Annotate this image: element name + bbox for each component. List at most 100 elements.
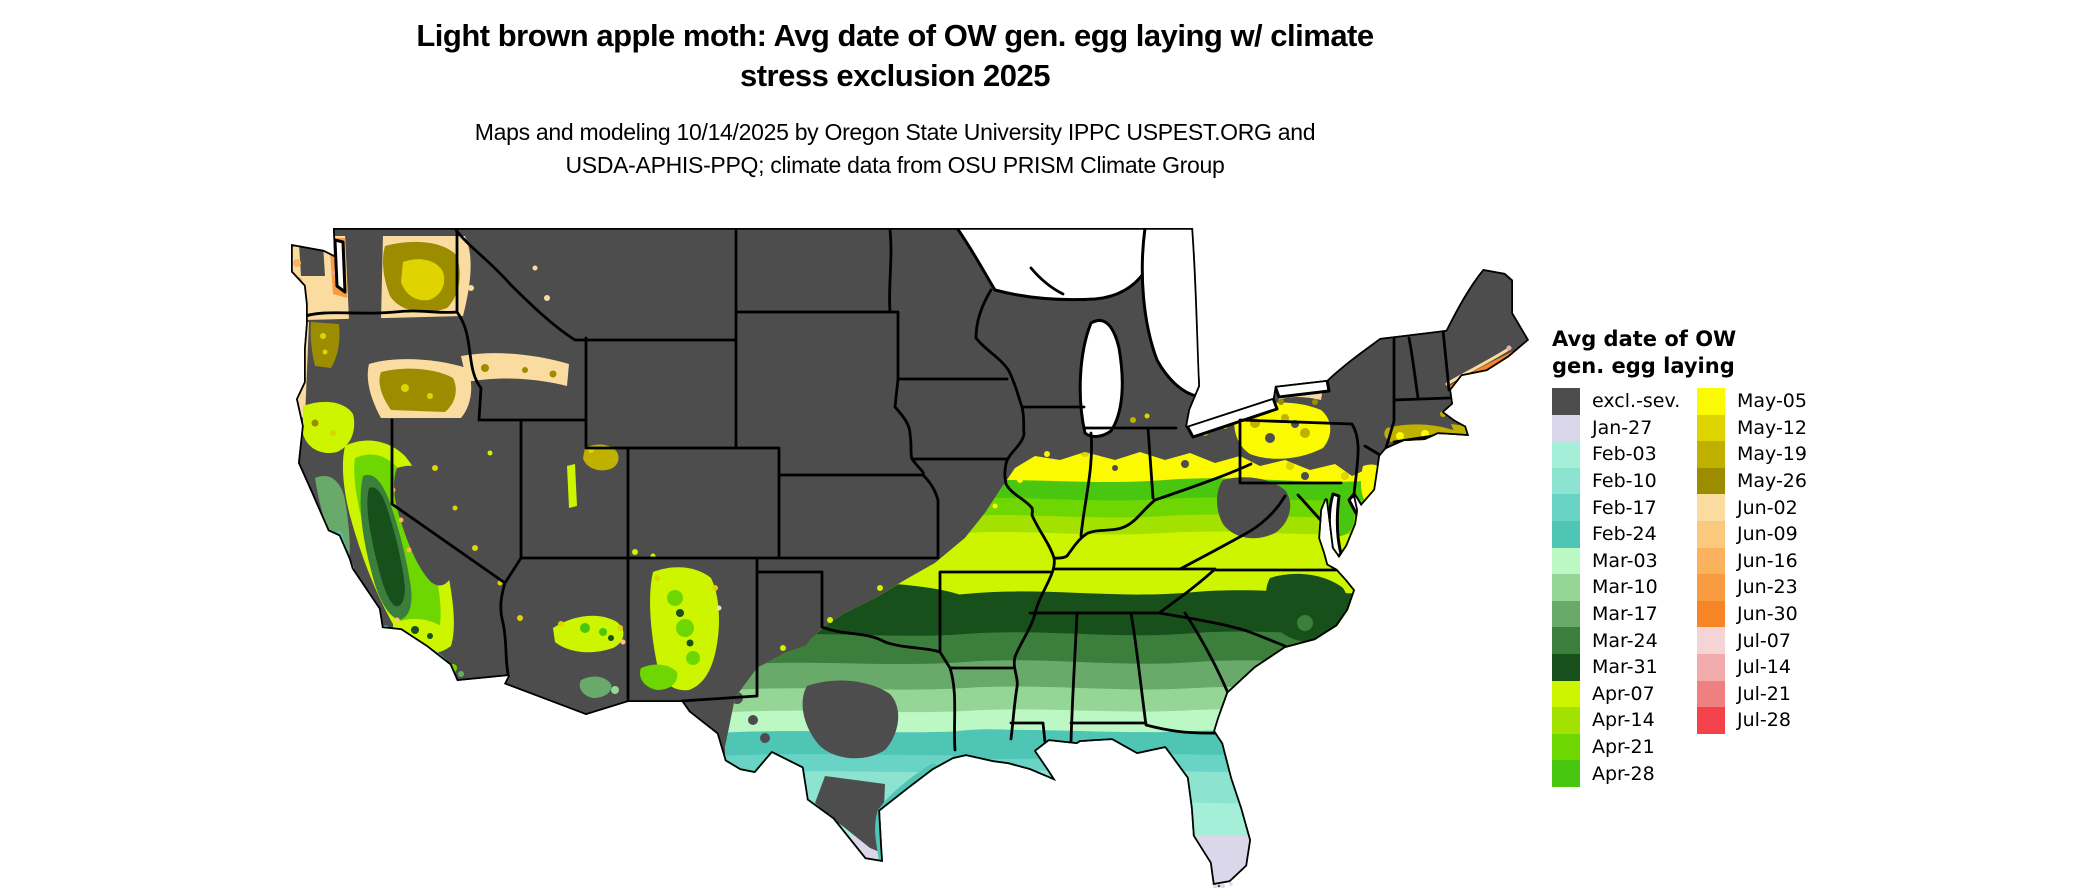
yellow-band-gray-speck	[1112, 465, 1118, 471]
legend-swatch-feb17	[1552, 494, 1580, 521]
legend-entry-may05: May-05	[1697, 388, 1807, 415]
legend-swatch-mar24	[1552, 627, 1580, 654]
yellow-band-gray-speck	[1181, 460, 1189, 468]
legend-entry-jun30: Jun-30	[1697, 600, 1807, 628]
willamette-yellow-spot	[320, 333, 326, 339]
oregon-yellow-spot	[427, 393, 433, 399]
sw-colorado-speck	[632, 549, 638, 555]
legend-entry-jul28: Jul-28	[1697, 707, 1807, 734]
legend-swatch-jun30	[1697, 600, 1725, 628]
legend-entry-mar03: Mar-03	[1552, 547, 1680, 575]
legend-entry-mar10: Mar-10	[1552, 574, 1680, 601]
ne-coast-yellow-spot	[1396, 432, 1404, 440]
socal-peach-speck	[394, 617, 400, 623]
carolina-green-spot	[1297, 615, 1313, 631]
legend-swatch-jul14	[1697, 653, 1725, 681]
legend-label-apr07: Apr-07	[1592, 682, 1655, 705]
legend-label-may26: May-26	[1737, 470, 1807, 493]
legend-label-feb17: Feb-17	[1592, 496, 1657, 519]
foothill-orange-speck	[406, 547, 412, 553]
legend-label-feb24: Feb-24	[1592, 523, 1657, 546]
legend-label-jun09: Jun-09	[1737, 523, 1798, 546]
idaho-panhandle-peach	[462, 255, 468, 261]
legend-entry-may12: May-12	[1697, 414, 1807, 442]
legend-swatch-jun09	[1697, 520, 1725, 548]
legend-label-may12: May-12	[1737, 416, 1807, 439]
central-oregon-olive	[379, 368, 456, 412]
idaho-panhandle-peach	[468, 285, 474, 291]
louisiana-coast-teal	[945, 729, 1063, 760]
boundary-chartreuse-speck	[877, 585, 883, 591]
siskiyou-olive-spot	[311, 419, 319, 427]
ny-olive-spot	[1281, 414, 1289, 422]
ny-olive-spot	[1300, 428, 1310, 438]
nevada-yellow-speck	[432, 465, 438, 471]
legend-label-mar03: Mar-03	[1592, 549, 1658, 572]
legend-label-jul07: Jul-07	[1737, 629, 1791, 652]
legend-label-jul28: Jul-28	[1737, 709, 1791, 732]
nm-yellow-fringe	[654, 575, 660, 581]
se-arizona-sage	[579, 676, 612, 698]
ny-gray-hole	[1265, 433, 1275, 443]
legend-entry-may26: May-26	[1697, 467, 1807, 495]
nm-yellow-fringe	[712, 585, 718, 591]
cape-peach-speck	[1469, 440, 1473, 444]
south-texas-gray	[815, 776, 885, 853]
legend-title-line-1: Avg date of OW	[1552, 327, 1737, 351]
nm-green-core	[676, 619, 694, 637]
nevada-chartreuse-speck	[487, 450, 493, 456]
montana-west-peach	[544, 295, 550, 301]
legend-entry-jun09: Jun-09	[1697, 520, 1807, 548]
legend-label-apr21: Apr-21	[1592, 736, 1655, 759]
willamette-yellow-spot	[322, 349, 328, 355]
lake-superior	[955, 228, 1153, 302]
legend-swatch-may26	[1697, 467, 1725, 495]
olive-fringe-spot	[1341, 472, 1349, 480]
legend-label-jun16: Jun-16	[1737, 549, 1798, 572]
legend-entry-jun02: Jun-02	[1697, 494, 1807, 521]
carolina-dark-green-blob	[1265, 573, 1349, 642]
boundary-chartreuse-speck	[827, 617, 833, 623]
west-texas-gray-spot	[748, 715, 758, 725]
keys-dot	[1229, 882, 1233, 886]
wa-coast-orange-spot	[293, 259, 301, 267]
legend-label-may05: May-05	[1737, 390, 1807, 413]
yellow-band-gray-speck	[1301, 472, 1309, 480]
keys-dot	[1213, 885, 1217, 889]
page-subtitle: Maps and modeling 10/14/2025 by Oregon S…	[0, 116, 1790, 182]
legend-swatch-apr21	[1552, 733, 1580, 761]
legend-entry-feb24: Feb-24	[1552, 520, 1680, 548]
legend-entry-jun16: Jun-16	[1697, 547, 1807, 575]
legend-label-mar10: Mar-10	[1592, 576, 1658, 599]
central-texas-gray	[802, 680, 899, 759]
nevada-yellow-speck	[517, 615, 523, 621]
nm-green-core	[686, 651, 700, 665]
legend-entry-feb10: Feb-10	[1552, 467, 1680, 495]
legend-label-jun02: Jun-02	[1737, 496, 1798, 519]
band-jan-27	[725, 835, 1529, 885]
legend-swatch-apr14	[1552, 707, 1580, 734]
socal-mountain-dark	[427, 633, 433, 639]
legend-label-mar17: Mar-17	[1592, 603, 1658, 626]
legend-entry-mar17: Mar-17	[1552, 600, 1680, 628]
maine-pink-speck	[1506, 345, 1512, 351]
west-virginia-gray-blob	[1217, 477, 1291, 539]
legend-entry-jul07: Jul-07	[1697, 627, 1807, 654]
whitemtn-dark-spot	[608, 635, 614, 641]
nm-green-core	[667, 590, 683, 606]
legend-swatch-jul28	[1697, 707, 1725, 734]
mogollon-yellow-fringe	[558, 621, 564, 627]
us-phenology-map	[285, 228, 1530, 889]
legend-entry-mar24: Mar-24	[1552, 627, 1680, 654]
oregon-yellow-spot	[401, 384, 409, 392]
legend-column-2: May-05 May-12 May-19 May-26 Jun-02 Jun-09 Jun-…	[1697, 388, 1807, 734]
nevada-yellow-speck	[472, 545, 478, 551]
michigan-olive-spot	[1130, 417, 1136, 423]
michigan-olive-spot	[1144, 413, 1150, 419]
legend-swatch-apr28	[1552, 760, 1580, 787]
se-arizona-green	[611, 686, 619, 694]
olive-fringe-spot	[1286, 462, 1294, 470]
legend-label-may19: May-19	[1737, 443, 1807, 466]
boundary-yellow-speck	[1044, 451, 1050, 457]
west-texas-gray-spot	[760, 733, 770, 743]
